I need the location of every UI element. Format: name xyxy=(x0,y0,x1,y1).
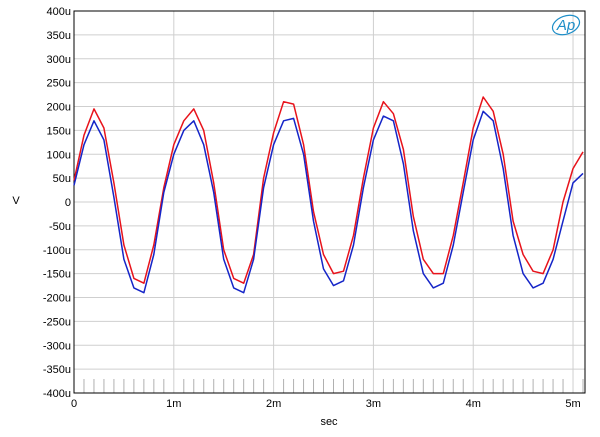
x-axis-title: sec xyxy=(320,416,338,428)
y-tick-label: 400u xyxy=(47,6,71,18)
y-tick-label: -200u xyxy=(43,293,71,305)
x-tick-label: 5m xyxy=(565,398,580,410)
y-axis-title: V xyxy=(12,195,20,207)
y-tick-label: -150u xyxy=(43,269,71,281)
minor-x-ticks xyxy=(83,379,584,393)
ap-logo-swoosh xyxy=(551,14,581,36)
y-tick-label: 150u xyxy=(47,125,71,137)
x-tick-label: 4m xyxy=(466,398,481,410)
ap-logo: Ap xyxy=(551,14,581,36)
plot-frame xyxy=(73,10,586,394)
y-tick-labels: 400u 350u 300u 250u 200u 150u 100u 50u 0 -50u -100… xyxy=(43,6,71,400)
y-tick-label: -400u xyxy=(43,388,71,400)
series-layer xyxy=(73,96,584,294)
y-tick-label: -100u xyxy=(43,245,71,257)
y-tick-label: 250u xyxy=(47,78,71,90)
x-tick-label: 1m xyxy=(166,398,181,410)
x-tick-label: 3m xyxy=(366,398,381,410)
x-tick-label: 2m xyxy=(266,398,281,410)
x-tick-labels: 0 1m 2m 3m 4m 5m xyxy=(71,398,581,410)
y-tick-label: 300u xyxy=(47,54,71,66)
ap-logo-text: Ap xyxy=(556,17,575,34)
y-tick-label: 0 xyxy=(65,197,71,209)
y-tick-label: 350u xyxy=(47,30,71,42)
series-red-line xyxy=(73,96,584,284)
x-tick-label: 0 xyxy=(71,398,77,410)
y-tick-label: -250u xyxy=(43,316,71,328)
y-tick-label: -300u xyxy=(43,340,71,352)
y-tick-label: -50u xyxy=(49,221,71,233)
y-tick-label: 50u xyxy=(53,173,71,185)
series-blue-line xyxy=(73,110,584,294)
y-tick-label: 200u xyxy=(47,102,71,114)
y-tick-label: -350u xyxy=(43,364,71,376)
y-tick-label: 100u xyxy=(47,149,71,161)
